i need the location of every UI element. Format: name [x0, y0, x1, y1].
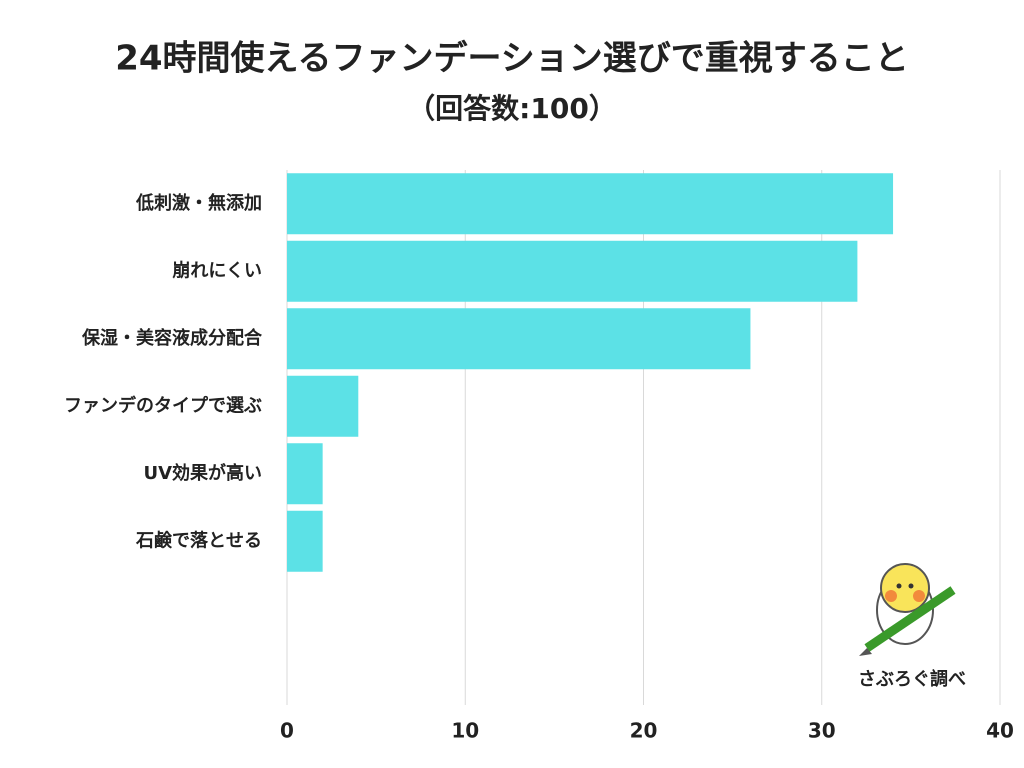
source-note: さぶろぐ調べ: [858, 668, 966, 690]
mascot-eye: [896, 583, 902, 589]
y-tick-label: 崩れにくい: [172, 259, 262, 281]
chart-subtitle: （回答数:100）: [407, 92, 617, 125]
mascot-cheek: [885, 590, 897, 602]
y-tick-label: 低刺激・無添加: [135, 192, 262, 214]
x-tick-label: 40: [986, 719, 1014, 743]
mascot-head: [880, 563, 930, 613]
mascot-cheek: [913, 590, 925, 602]
y-tick-label: ファンデのタイプで選ぶ: [64, 394, 262, 416]
bar: [287, 240, 858, 302]
x-tick-label: 10: [451, 719, 479, 743]
x-tick-label: 0: [280, 719, 294, 743]
chart-title: 24時間使えるファンデーション選びで重視すること: [115, 39, 909, 79]
y-tick-label: 石鹸で落とせる: [135, 529, 262, 551]
pencil: [864, 586, 956, 652]
mascot-eye: [908, 583, 914, 589]
y-tick-label: UV効果が高い: [143, 462, 262, 484]
y-tick-label: 保湿・美容液成分配合: [81, 327, 263, 349]
mascot: [859, 563, 956, 656]
pencil-tip: [859, 648, 872, 656]
bar: [287, 510, 323, 572]
x-tick-label: 20: [630, 719, 658, 743]
plot-area: 0 10 20 30 40 低刺激・無添加崩れにくい保湿・美容液成分配合ファンデのタイプで…: [64, 170, 1014, 743]
bar: [287, 375, 359, 437]
x-tick-label: 30: [808, 719, 836, 743]
bar: [287, 173, 894, 235]
bar: [287, 308, 751, 370]
bar: [287, 443, 323, 505]
